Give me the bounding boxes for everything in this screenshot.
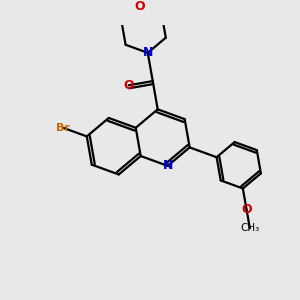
Text: O: O [241, 203, 252, 216]
Text: Br: Br [56, 123, 70, 133]
Text: N: N [163, 159, 173, 172]
Text: CH₃: CH₃ [240, 223, 260, 233]
Text: N: N [142, 46, 153, 59]
Text: O: O [123, 79, 134, 92]
Text: O: O [134, 0, 145, 13]
